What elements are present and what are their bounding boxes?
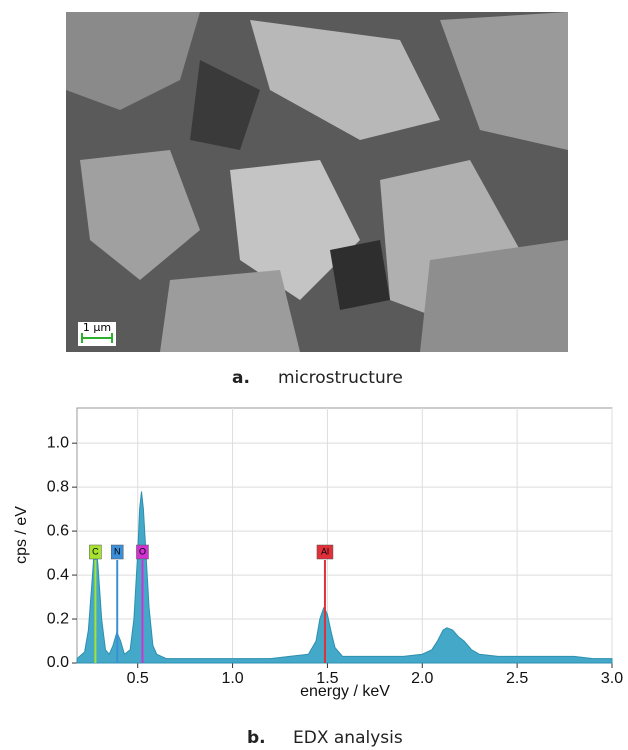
y-tick-label: 0.0: [47, 654, 69, 671]
x-tick-label: 1.5: [316, 670, 338, 687]
scale-bar-label: 1 μm: [83, 321, 111, 334]
panel-label: b.: [247, 728, 266, 748]
x-axis-label: energy / keV: [300, 683, 390, 700]
plot-area: [77, 408, 612, 663]
caption: EDX analysis: [293, 728, 403, 748]
x-tick-label: 2.0: [411, 670, 433, 687]
element-label: O: [139, 546, 146, 556]
x-tick-label: 1.0: [221, 670, 243, 687]
x-tick-label: 0.5: [127, 670, 149, 687]
element-label: Al: [321, 546, 329, 556]
element-label: N: [114, 546, 121, 556]
y-axis-label: cps / eV: [13, 506, 30, 564]
x-tick-label: 2.5: [506, 670, 528, 687]
element-label: C: [92, 546, 99, 556]
y-tick-label: 0.4: [47, 566, 69, 583]
figure: 1 μm a. microstructure b. EDX analysis e…: [0, 0, 628, 750]
y-tick-label: 0.6: [47, 522, 69, 539]
x-tick-label: 3.0: [601, 670, 623, 687]
y-tick-label: 0.8: [47, 478, 69, 495]
panel-label: a.: [232, 368, 250, 388]
plot: 0.0 0.2 0.4 0.6 0.8 1.0 0.5 1.0 1.5 2.0 2.5 3.0 C N O A…: [47, 408, 623, 687]
y-tick-label: 1.0: [47, 434, 69, 451]
y-tick-label: 0.2: [47, 610, 69, 627]
page: 1 μm a. microstructure b. EDX analysis e…: [0, 0, 628, 750]
caption: microstructure: [278, 368, 403, 388]
sem-image: 1 μm: [66, 12, 568, 352]
